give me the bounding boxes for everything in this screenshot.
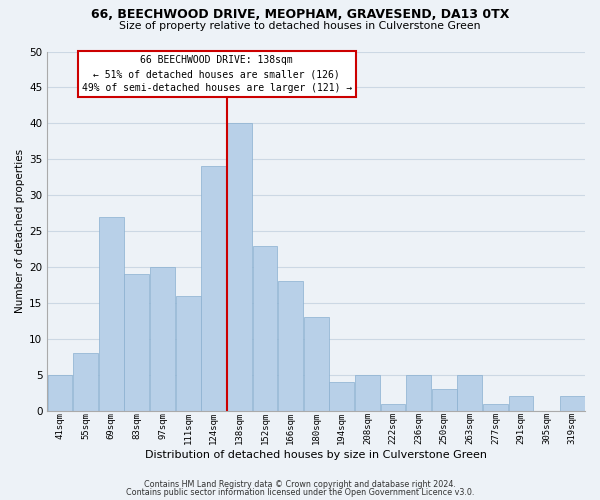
Text: Size of property relative to detached houses in Culverstone Green: Size of property relative to detached ho… <box>119 21 481 31</box>
Bar <box>124 274 149 411</box>
Text: Contains public sector information licensed under the Open Government Licence v3: Contains public sector information licen… <box>126 488 474 497</box>
Bar <box>304 318 329 411</box>
Bar <box>73 354 98 411</box>
Y-axis label: Number of detached properties: Number of detached properties <box>15 149 25 313</box>
Bar <box>253 246 277 411</box>
Bar <box>278 282 303 411</box>
Bar <box>201 166 226 411</box>
Bar <box>47 375 73 411</box>
Text: 66, BEECHWOOD DRIVE, MEOPHAM, GRAVESEND, DA13 0TX: 66, BEECHWOOD DRIVE, MEOPHAM, GRAVESEND,… <box>91 8 509 20</box>
Bar <box>432 389 457 411</box>
Bar <box>560 396 584 411</box>
Bar <box>176 296 200 411</box>
Bar <box>99 217 124 411</box>
Bar <box>355 375 380 411</box>
Text: 66 BEECHWOOD DRIVE: 138sqm
← 51% of detached houses are smaller (126)
49% of sem: 66 BEECHWOOD DRIVE: 138sqm ← 51% of deta… <box>82 55 352 93</box>
Text: Contains HM Land Registry data © Crown copyright and database right 2024.: Contains HM Land Registry data © Crown c… <box>144 480 456 489</box>
Bar <box>380 404 406 411</box>
Bar <box>150 267 175 411</box>
Bar <box>483 404 508 411</box>
Bar <box>329 382 354 411</box>
Bar <box>457 375 482 411</box>
Bar <box>509 396 533 411</box>
Bar <box>227 124 252 411</box>
Bar <box>406 375 431 411</box>
X-axis label: Distribution of detached houses by size in Culverstone Green: Distribution of detached houses by size … <box>145 450 487 460</box>
